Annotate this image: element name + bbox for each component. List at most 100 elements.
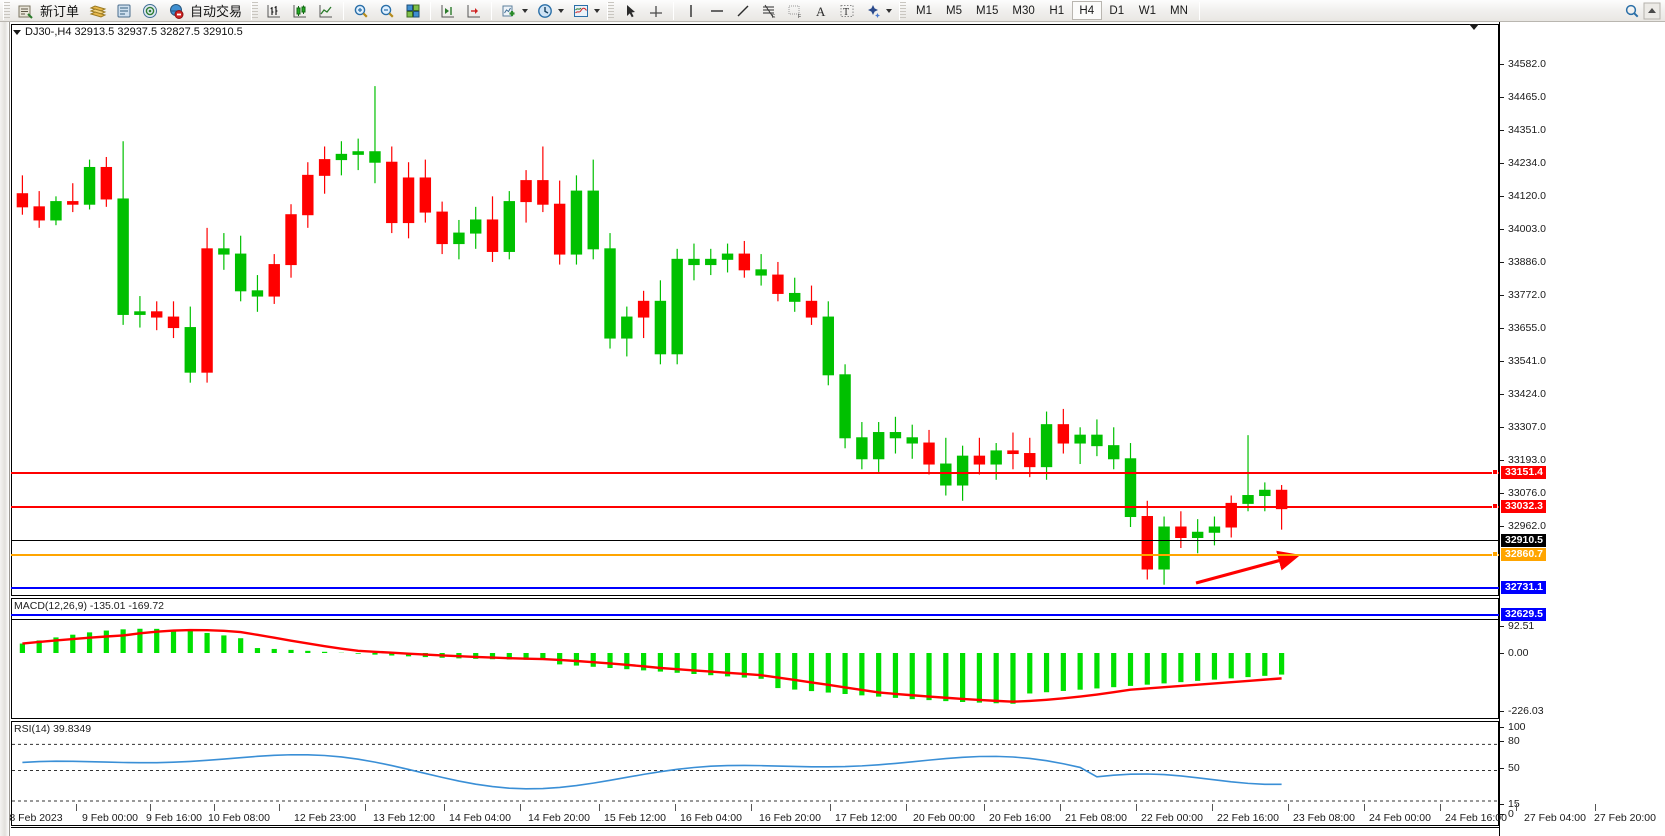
vertical-line-button[interactable] xyxy=(678,1,704,21)
timeframe-h4-button[interactable]: H4 xyxy=(1071,1,1102,20)
macd-signal-line xyxy=(22,628,1282,703)
signals-button[interactable] xyxy=(137,1,163,21)
bar-chart-icon xyxy=(267,4,281,17)
candle-3 xyxy=(67,183,79,213)
candle-62 xyxy=(1057,408,1070,454)
candle-25 xyxy=(436,201,448,255)
price-tick-3: 34234.0 xyxy=(1500,157,1546,169)
resistance-line-1-handle[interactable] xyxy=(1492,469,1498,475)
candle-45 xyxy=(772,261,784,302)
candle-53 xyxy=(906,424,918,459)
tile-windows-button[interactable] xyxy=(400,1,426,21)
timeframe-m5-button[interactable]: M5 xyxy=(946,4,963,17)
toolbar-grip-4[interactable] xyxy=(899,1,907,20)
cursor-button[interactable] xyxy=(617,1,643,21)
symbol-header[interactable]: DJ30-,H4 32913.5 32937.5 32827.5 32910.5 xyxy=(13,26,243,38)
indicators-button[interactable] xyxy=(496,1,532,21)
bid-line[interactable] xyxy=(11,540,1499,541)
timeframe-m30-button[interactable]: M30 xyxy=(1012,4,1035,17)
zoom-in-button[interactable] xyxy=(348,1,374,21)
text-label-button[interactable]: T xyxy=(834,1,860,21)
resistance-line-2[interactable] xyxy=(11,506,1499,508)
candle-5 xyxy=(100,156,113,207)
time-label-7: 14 Feb 20:00 xyxy=(528,812,590,824)
templates-button[interactable] xyxy=(568,1,604,21)
entry-line[interactable] xyxy=(11,554,1499,556)
timeframe-d1-button[interactable]: D1 xyxy=(1109,4,1125,17)
resistance-line-2-handle[interactable] xyxy=(1492,503,1498,509)
timeframe-mn-button[interactable]: MN xyxy=(1170,4,1188,17)
period-button[interactable] xyxy=(532,1,568,21)
scroll-end-button[interactable] xyxy=(435,1,461,21)
objects-button[interactable] xyxy=(860,1,896,21)
timeframe-h1-button[interactable]: H1 xyxy=(1049,4,1065,17)
resistance-label-1[interactable]: 33151.4 xyxy=(1501,466,1546,479)
trend-arrow-annotation[interactable] xyxy=(0,22,1499,836)
timeframe-w1-button[interactable]: W1 xyxy=(1138,4,1157,17)
support-line-2[interactable] xyxy=(11,614,1499,616)
resistance-line-1[interactable] xyxy=(11,472,1499,474)
price-axis[interactable]: 34582.0 34465.0 34351.0 34234.0 34120.0 34003… xyxy=(1499,22,1665,836)
support-label-2[interactable]: 32629.5 xyxy=(1501,608,1546,621)
support-line-1[interactable] xyxy=(11,587,1499,589)
rsi-line xyxy=(22,753,1282,790)
time-label-1: 9 Feb 00:00 xyxy=(81,812,139,824)
candle-54 xyxy=(923,429,935,475)
horizontal-line-button[interactable] xyxy=(704,1,730,21)
chart-collapse-icon[interactable] xyxy=(1469,24,1479,30)
chart-shift-button[interactable] xyxy=(461,1,487,21)
fibo-fan-button[interactable]: F xyxy=(782,1,808,21)
toolbar-separator-5 xyxy=(1198,1,1200,20)
time-separator-9 xyxy=(751,804,752,811)
chart-window[interactable]: DJ30-,H4 32913.5 32937.5 32827.5 32910.5… xyxy=(0,22,1665,836)
candlestick-chart-icon xyxy=(293,4,307,17)
fibo-button[interactable]: E xyxy=(756,1,782,21)
resistance-label-2[interactable]: 33032.3 xyxy=(1501,500,1546,513)
main-toolbar: 新订单 自动交易 xyxy=(0,0,1665,22)
line-chart-button[interactable] xyxy=(313,1,339,21)
candlestick-chart-button[interactable] xyxy=(287,1,313,21)
timeframe-m1-button[interactable]: M1 xyxy=(916,4,933,17)
candle-9 xyxy=(167,301,180,339)
candle-20 xyxy=(352,138,364,171)
support-label-1[interactable]: 32731.1 xyxy=(1501,581,1546,594)
trendline-button[interactable] xyxy=(730,1,756,21)
text-button[interactable]: A xyxy=(808,1,834,21)
chevron-down-icon[interactable] xyxy=(522,8,529,13)
search-icon[interactable] xyxy=(1623,2,1641,20)
chevron-down-icon-3[interactable] xyxy=(594,8,601,13)
entry-line-handle[interactable] xyxy=(1492,551,1498,557)
scroll-up-icon[interactable] xyxy=(1643,2,1661,20)
timeframe-m15-button[interactable]: M15 xyxy=(976,4,999,17)
time-separator-14 xyxy=(1136,804,1137,811)
autotrading-button[interactable]: 自动交易 xyxy=(163,1,248,21)
time-label-0: 8 Feb 2023 xyxy=(9,812,63,824)
bid-price-label[interactable]: 32910.5 xyxy=(1501,534,1546,547)
toolbar-grip-3[interactable] xyxy=(607,1,615,20)
indicators-add-icon xyxy=(502,5,515,16)
toolbar-grip-2[interactable] xyxy=(251,1,259,20)
terminal-button[interactable] xyxy=(111,1,137,21)
candle-4 xyxy=(83,159,96,210)
time-label-2: 9 Feb 16:00 xyxy=(145,812,203,824)
time-axis-labels[interactable]: 8 Feb 2023 9 Feb 00:00 9 Feb 16:00 10 Feb 0… xyxy=(0,804,1665,836)
entry-price-label[interactable]: 32860.7 xyxy=(1501,548,1546,561)
chart-menu-triangle-icon[interactable] xyxy=(13,29,21,35)
candle-64 xyxy=(1091,419,1103,457)
bar-chart-button[interactable] xyxy=(261,1,287,21)
crosshair-icon xyxy=(650,5,663,17)
new-order-button[interactable]: 新订单 xyxy=(13,1,85,21)
cursor-icon xyxy=(627,4,636,17)
chevron-down-icon-4[interactable] xyxy=(886,8,893,13)
zoom-out-button[interactable] xyxy=(374,1,400,21)
chart-left-gutter xyxy=(0,22,10,836)
folder-button[interactable] xyxy=(85,1,111,21)
toolbar-grip[interactable] xyxy=(3,1,10,20)
time-separator-18 xyxy=(1440,804,1441,811)
indicator-tick-3: 100 xyxy=(1500,721,1526,733)
crosshair-button[interactable] xyxy=(643,1,669,21)
price-tick-0: 34582.0 xyxy=(1500,58,1546,70)
support-line-3[interactable] xyxy=(11,619,1499,620)
chevron-down-icon-2[interactable] xyxy=(558,8,565,13)
candle-44 xyxy=(755,254,767,286)
